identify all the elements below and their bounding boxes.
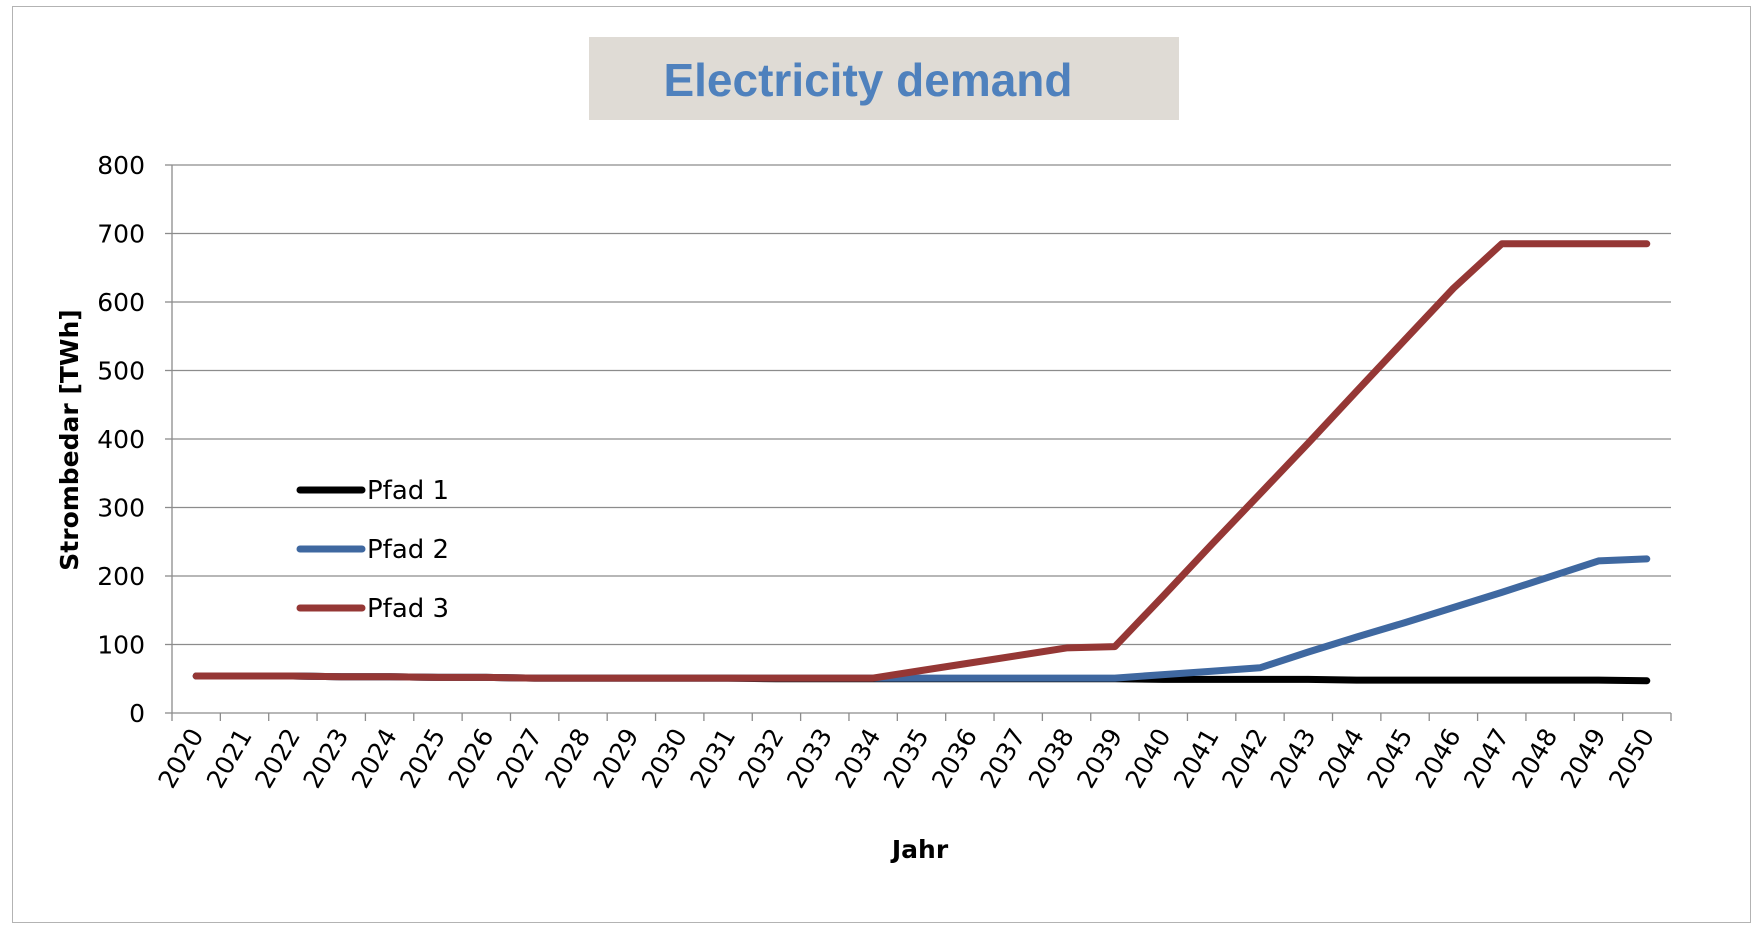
y-tick-label-300: 300 [97, 494, 145, 523]
y-tick-label-800: 800 [97, 151, 145, 180]
x-tick-label-2030: 2030 [636, 724, 693, 794]
x-tick-label-2020: 2020 [152, 724, 209, 794]
gridlines [172, 164, 1671, 646]
x-tick-label-2028: 2028 [539, 724, 596, 794]
y-tick-label-200: 200 [97, 562, 145, 591]
y-tick-label-100: 100 [97, 631, 145, 660]
chart-title-background [589, 37, 1179, 120]
x-tick-label-2050: 2050 [1603, 724, 1660, 794]
x-tick-label-2047: 2047 [1458, 724, 1515, 794]
x-tick-label-2041: 2041 [1168, 724, 1225, 794]
y-tick-label-0: 0 [129, 699, 145, 728]
x-tick-label-2022: 2022 [249, 724, 306, 794]
series-lines [192, 240, 1651, 685]
chart-title: Electricity demand [663, 54, 1072, 106]
x-tick-label-2037: 2037 [974, 724, 1031, 794]
y-axis-title: Strombedar [TWh] [55, 309, 84, 570]
legend-label-3: Pfad 3 [367, 594, 449, 624]
x-tick-label-2046: 2046 [1410, 724, 1467, 794]
x-axis-title: Jahr [890, 835, 949, 864]
x-tick-label-2042: 2042 [1216, 724, 1273, 794]
x-tick-label-2035: 2035 [878, 724, 935, 794]
y-tick-labels: 0 100 200 300 400 500 600 700 800 [97, 151, 145, 728]
x-tick-label-2023: 2023 [298, 724, 355, 794]
x-tick-label-2031: 2031 [684, 724, 741, 794]
x-tick-label-2036: 2036 [926, 724, 983, 794]
x-tick-label-2044: 2044 [1313, 724, 1370, 794]
x-tick-label-2033: 2033 [781, 724, 838, 794]
x-tick-label-2040: 2040 [1120, 724, 1177, 794]
x-tick-label-2021: 2021 [201, 724, 258, 794]
chart-title-box: Electricity demand [589, 37, 1179, 120]
x-tick-label-2026: 2026 [443, 724, 500, 794]
y-tick-label-500: 500 [97, 357, 145, 386]
x-tick-label-2039: 2039 [1071, 724, 1128, 794]
x-tick-label-2043: 2043 [1265, 724, 1322, 794]
legend-label-2: Pfad 2 [367, 535, 449, 565]
x-tick-label-2032: 2032 [733, 724, 790, 794]
y-tick-label-600: 600 [97, 288, 145, 317]
x-tick-label-2029: 2029 [588, 724, 645, 794]
legend-label-1: Pfad 1 [367, 476, 449, 506]
axes [165, 164, 1672, 721]
series-line-3 [192, 240, 1651, 682]
x-tick-label-2027: 2027 [491, 724, 548, 794]
x-tick-label-2045: 2045 [1361, 724, 1418, 794]
x-tick-label-2025: 2025 [394, 724, 451, 794]
x-tick-label-2034: 2034 [829, 724, 886, 794]
x-tick-label-2048: 2048 [1506, 724, 1563, 794]
chart-frame [12, 6, 1751, 923]
x-tick-label-2049: 2049 [1555, 724, 1612, 794]
legend: Pfad 1 Pfad 2 Pfad 3 [296, 476, 449, 624]
y-tick-label-400: 400 [97, 425, 145, 454]
y-tick-label-700: 700 [97, 220, 145, 249]
x-tick-labels: 2020202120222023202420252026202720282029… [152, 724, 1660, 794]
x-tick-label-2024: 2024 [346, 724, 403, 794]
x-tick-label-2038: 2038 [1023, 724, 1080, 794]
